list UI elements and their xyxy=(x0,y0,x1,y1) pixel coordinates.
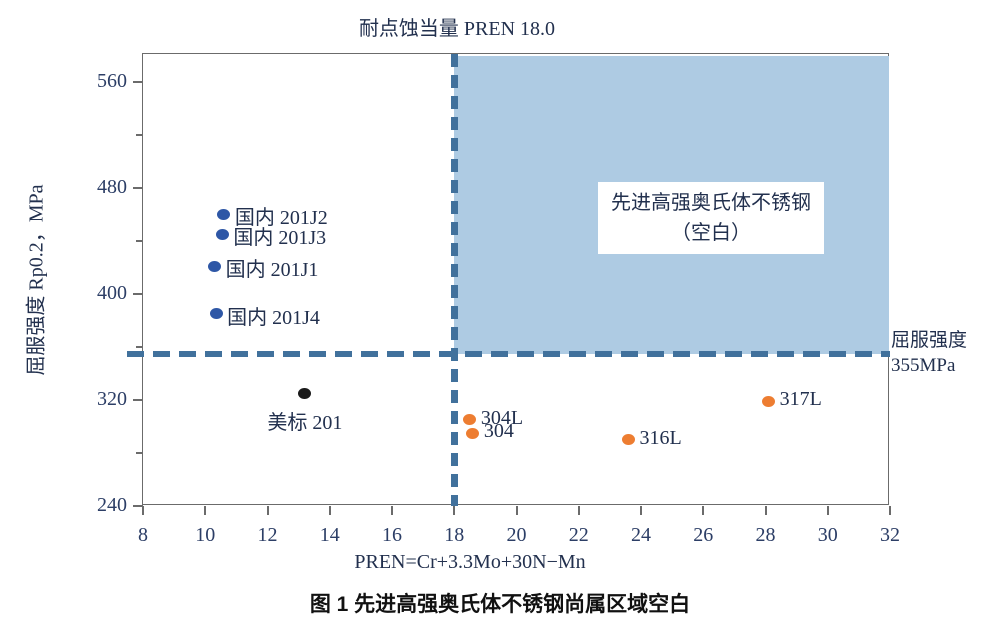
data-point xyxy=(762,395,776,407)
yield-threshold-line2: 355MPa xyxy=(891,354,956,376)
x-tick xyxy=(826,506,829,515)
figure-caption: 图 1 先进高强奥氏体不锈钢尚属区域空白 xyxy=(309,593,691,616)
pren-threshold-dashed-line xyxy=(450,54,458,506)
data-point-label: 国内 201J4 xyxy=(227,306,320,329)
x-tick-label: 24 xyxy=(631,524,651,546)
y-tick-label: 400 xyxy=(97,281,127,304)
x-tick-label: 20 xyxy=(506,524,527,546)
x-tick-label: 22 xyxy=(568,524,589,546)
x-tick xyxy=(266,506,269,515)
x-tick-label: 32 xyxy=(880,524,900,546)
x-tick-label: 18 xyxy=(444,524,465,546)
data-point xyxy=(215,228,229,240)
y-tick xyxy=(133,398,143,401)
x-tick xyxy=(577,506,580,515)
x-tick-label: 16 xyxy=(382,524,402,546)
x-tick-label: 10 xyxy=(195,524,216,546)
chart-top-title: 耐点蚀当量 PREN 18.0 xyxy=(358,18,556,40)
y-minor-tick xyxy=(136,345,143,348)
x-tick xyxy=(453,506,456,515)
yield-threshold-dashed-line xyxy=(127,350,890,357)
region-label-line2: （空白） xyxy=(671,222,751,244)
y-axis-title: 屈服强度 Rp0.2，MPa xyxy=(25,184,48,376)
data-point xyxy=(463,414,477,426)
x-tick-label: 12 xyxy=(257,524,278,546)
x-tick-label: 30 xyxy=(817,524,838,546)
data-point xyxy=(209,308,223,320)
plot-area: 先进高强奥氏体不锈钢 （空白） 240 320 400 480 560 8 10 12 14 16… xyxy=(97,53,900,546)
x-tick-label: 26 xyxy=(693,524,714,546)
x-tick xyxy=(391,506,393,515)
y-tick xyxy=(133,80,143,83)
y-tick-label: 240 xyxy=(97,494,127,516)
x-tick xyxy=(142,506,144,515)
data-point xyxy=(208,260,222,272)
x-tick-label: 14 xyxy=(319,524,340,546)
data-point xyxy=(622,434,636,446)
x-tick-label: 28 xyxy=(755,524,776,546)
data-point-label: 国内 201J1 xyxy=(225,259,319,282)
data-point-label: 国内 201J2 xyxy=(234,207,328,230)
y-minor-tick xyxy=(136,239,143,242)
x-tick xyxy=(515,506,518,515)
y-minor-tick xyxy=(136,133,143,136)
x-tick xyxy=(204,506,207,515)
data-point-label: 317L xyxy=(779,388,822,411)
region-label: 先进高强奥氏体不锈钢 （空白） xyxy=(598,182,824,254)
y-tick-label: 320 xyxy=(97,387,127,410)
x-tick xyxy=(702,506,705,515)
data-point-label: 316L xyxy=(639,426,682,449)
y-tick xyxy=(133,505,143,507)
data-point xyxy=(298,387,312,399)
data-point-label: 304L xyxy=(480,406,524,429)
y-tick-label: 560 xyxy=(97,69,127,92)
data-point xyxy=(466,427,480,439)
y-tick xyxy=(133,292,143,295)
y-tick xyxy=(133,186,143,189)
y-minor-tick xyxy=(136,451,143,454)
yield-threshold-line1: 屈服强度 xyxy=(891,330,968,351)
x-tick xyxy=(889,506,891,515)
x-tick xyxy=(328,506,331,515)
data-point-label: 304 xyxy=(483,420,514,443)
data-point-label: 国内 201J3 xyxy=(233,227,327,250)
yield-threshold-label: 屈服强度 355MPa xyxy=(891,329,967,378)
x-axis-title: PREN=Cr+3.3Mo+30N−Mn xyxy=(354,551,586,573)
y-tick-label: 480 xyxy=(97,175,127,198)
region-label-line1: 先进高强奥氏体不锈钢 xyxy=(611,192,811,214)
x-tick-label: 8 xyxy=(138,524,148,546)
data-point-label: 美标 201 xyxy=(267,412,343,435)
x-tick xyxy=(640,506,642,515)
data-point xyxy=(217,208,231,220)
x-tick xyxy=(764,506,767,515)
